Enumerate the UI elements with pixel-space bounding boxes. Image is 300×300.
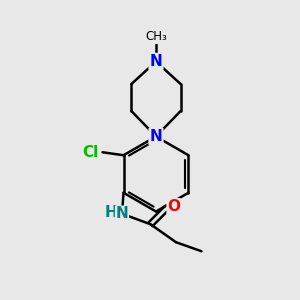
Text: N: N	[150, 54, 162, 69]
Text: Cl: Cl	[82, 145, 98, 160]
Text: H: H	[104, 205, 117, 220]
Text: O: O	[167, 199, 180, 214]
Text: CH₃: CH₃	[145, 30, 167, 44]
Text: N: N	[150, 129, 162, 144]
Text: N: N	[116, 206, 128, 221]
